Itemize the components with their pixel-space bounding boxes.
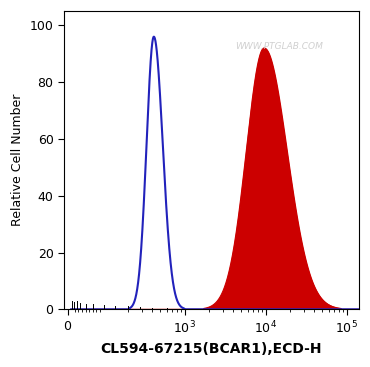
Text: WWW.PTGLAB.COM: WWW.PTGLAB.COM — [235, 43, 323, 51]
X-axis label: CL594-67215(BCAR1),ECD-H: CL594-67215(BCAR1),ECD-H — [101, 342, 322, 356]
Y-axis label: Relative Cell Number: Relative Cell Number — [11, 94, 24, 226]
